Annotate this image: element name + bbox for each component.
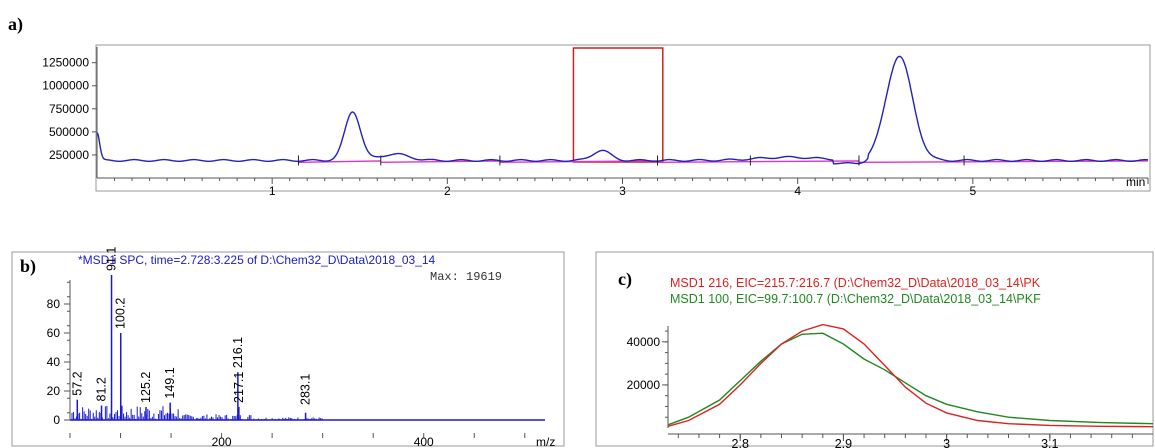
- panel-a-x-label: min: [1126, 175, 1145, 189]
- panel-b-label: b): [20, 256, 36, 277]
- panel-c-legend-green: MSD1 100, EIC=99.7:100.7 (D:\Chem32_D\Da…: [670, 292, 1041, 306]
- panel-b-peak-label: 149.1: [163, 367, 177, 398]
- panel-c-x-tick-label: 3.1: [1041, 437, 1058, 448]
- panel-b-x-axis: 200 400: [69, 419, 545, 448]
- panel-b-peak-label: 91.1: [105, 247, 119, 271]
- panel-b-peak-label: 125.2: [139, 372, 153, 403]
- panel-c-legend-red: MSD1 216, EIC=215.7:216.7 (D:\Chem32_D\D…: [670, 276, 1041, 290]
- panel-a-y-tick-label: 500000: [49, 125, 89, 139]
- panel-a-x-tick-label: 1: [269, 184, 276, 198]
- panel-a-x-axis: 1 2 3 4 5: [114, 178, 1149, 198]
- panel-c-series-green: [667, 332, 1154, 426]
- panel-b-peak-label: 81.2: [95, 377, 109, 401]
- panel-b-spectrum-peaks: [76, 275, 307, 420]
- panel-b-frame: [11, 251, 565, 447]
- panel-b-y-tick-label: 0: [53, 413, 60, 427]
- panel-c-frame: [595, 251, 1154, 447]
- panel-b-peak-labels: 57.2 81.2 91.1 100.2 125.2 149.1 216.1 217.1 283…: [70, 247, 312, 405]
- panel-a: a) 250000 500000 750000 1000000 1250000 1 2 3 4…: [8, 14, 1151, 198]
- panel-c-x-tick-label: 2.8: [732, 437, 749, 448]
- panel-c-label: c): [618, 269, 632, 290]
- panel-a-integration-markers: [297, 155, 965, 166]
- panel-c-x-tick-label: 2.9: [835, 437, 852, 448]
- panel-b-x-tick-label: 200: [212, 435, 232, 448]
- panel-c-x-axis: 2.8 2.9 3 3.1: [668, 433, 1153, 448]
- panel-c: c) MSD1 216, EIC=215.7:216.7 (D:\Chem32_…: [595, 251, 1154, 448]
- panel-c-y-tick-label: 40000: [627, 335, 661, 349]
- panel-a-y-tick-label: 250000: [49, 148, 89, 162]
- panel-c-series-red: [667, 323, 1154, 428]
- panel-b-peak-label: 283.1: [299, 374, 313, 405]
- panel-b-y-tick-label: 40: [47, 355, 61, 369]
- panel-a-y-tick-label: 750000: [49, 102, 89, 116]
- panel-b-y-axis: 0 20 40 60 80: [47, 280, 71, 427]
- panel-a-x-tick-label: 4: [794, 184, 801, 198]
- panel-b-title: *MSD1 SPC, time=2.728:3.225 of D:\Chem32…: [78, 253, 436, 267]
- panel-a-y-axis: 250000 500000 750000 1000000 1250000: [42, 47, 98, 178]
- panel-b-peak-label: 217.1: [232, 372, 246, 403]
- panel-b-peak-label: 100.2: [114, 298, 128, 329]
- panel-b-x-tick-label: 400: [414, 435, 434, 448]
- panel-b-y-tick-label: 80: [47, 297, 61, 311]
- panel-a-x-tick-label: 3: [619, 184, 626, 198]
- panel-b-y-tick-label: 20: [47, 384, 61, 398]
- panel-b-y-tick-label: 60: [47, 326, 61, 340]
- panel-b-peak-label: 216.1: [231, 337, 245, 368]
- panel-b-noise-sticks: [71, 405, 323, 420]
- panel-b-x-label: m/z: [536, 435, 555, 448]
- panel-a-x-tick-label: 5: [969, 184, 976, 198]
- panel-c-x-tick-label: 3: [943, 437, 950, 448]
- panel-b: b) *MSD1 SPC, time=2.728:3.225 of D:\Che…: [11, 247, 565, 448]
- panel-c-y-tick-label: 20000: [627, 378, 661, 392]
- panel-a-baseline-trace: [298, 160, 1149, 163]
- panel-a-highlight-box: [572, 47, 664, 163]
- panel-a-frame: [95, 44, 1151, 192]
- panel-a-x-tick-label: 2: [444, 184, 451, 198]
- panel-a-y-tick-label: 1250000: [42, 56, 89, 70]
- panel-b-max-annotation: Max: 19619: [430, 270, 502, 284]
- panel-a-chromatogram-trace: [96, 55, 1149, 165]
- panel-c-y-axis: 20000 40000: [627, 326, 669, 428]
- panel-a-y-tick-label: 1000000: [42, 79, 89, 93]
- panel-a-label: a): [8, 14, 23, 35]
- panel-b-peak-label: 57.2: [70, 371, 84, 395]
